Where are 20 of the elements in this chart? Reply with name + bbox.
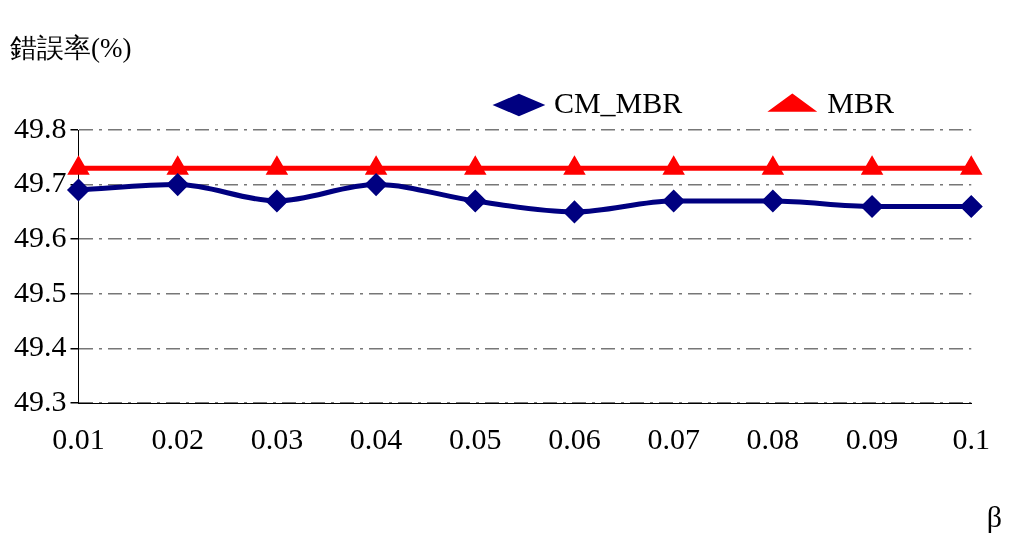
x-tick-label: 0.02	[151, 421, 204, 455]
legend-label: CM_MBR	[553, 85, 683, 119]
x-tick-label: 0.04	[349, 421, 403, 455]
x-tick-label: 0.07	[647, 421, 700, 455]
y-tick-label: 49.3	[14, 383, 67, 417]
x-tick-label: 0.09	[845, 421, 899, 455]
x-tick-label: 0.05	[449, 421, 502, 455]
y-tick-label: 49.6	[14, 220, 67, 254]
x-tick-label: 0.01	[52, 421, 105, 455]
y-tick-label: 49.5	[14, 274, 67, 308]
y-tick-label: 49.4	[14, 329, 67, 363]
x-axis-title: β	[986, 500, 1002, 534]
legend-label: MBR	[827, 85, 895, 119]
x-tick-label: 0.1	[952, 421, 990, 455]
x-tick-label: 0.08	[746, 421, 800, 455]
x-tick-label: 0.03	[250, 421, 304, 455]
y-tick-label: 49.7	[14, 165, 67, 199]
y-axis-title: 錯誤率(%)	[10, 32, 132, 65]
y-tick-label: 49.8	[14, 110, 67, 144]
x-tick-label: 0.06	[548, 421, 601, 455]
